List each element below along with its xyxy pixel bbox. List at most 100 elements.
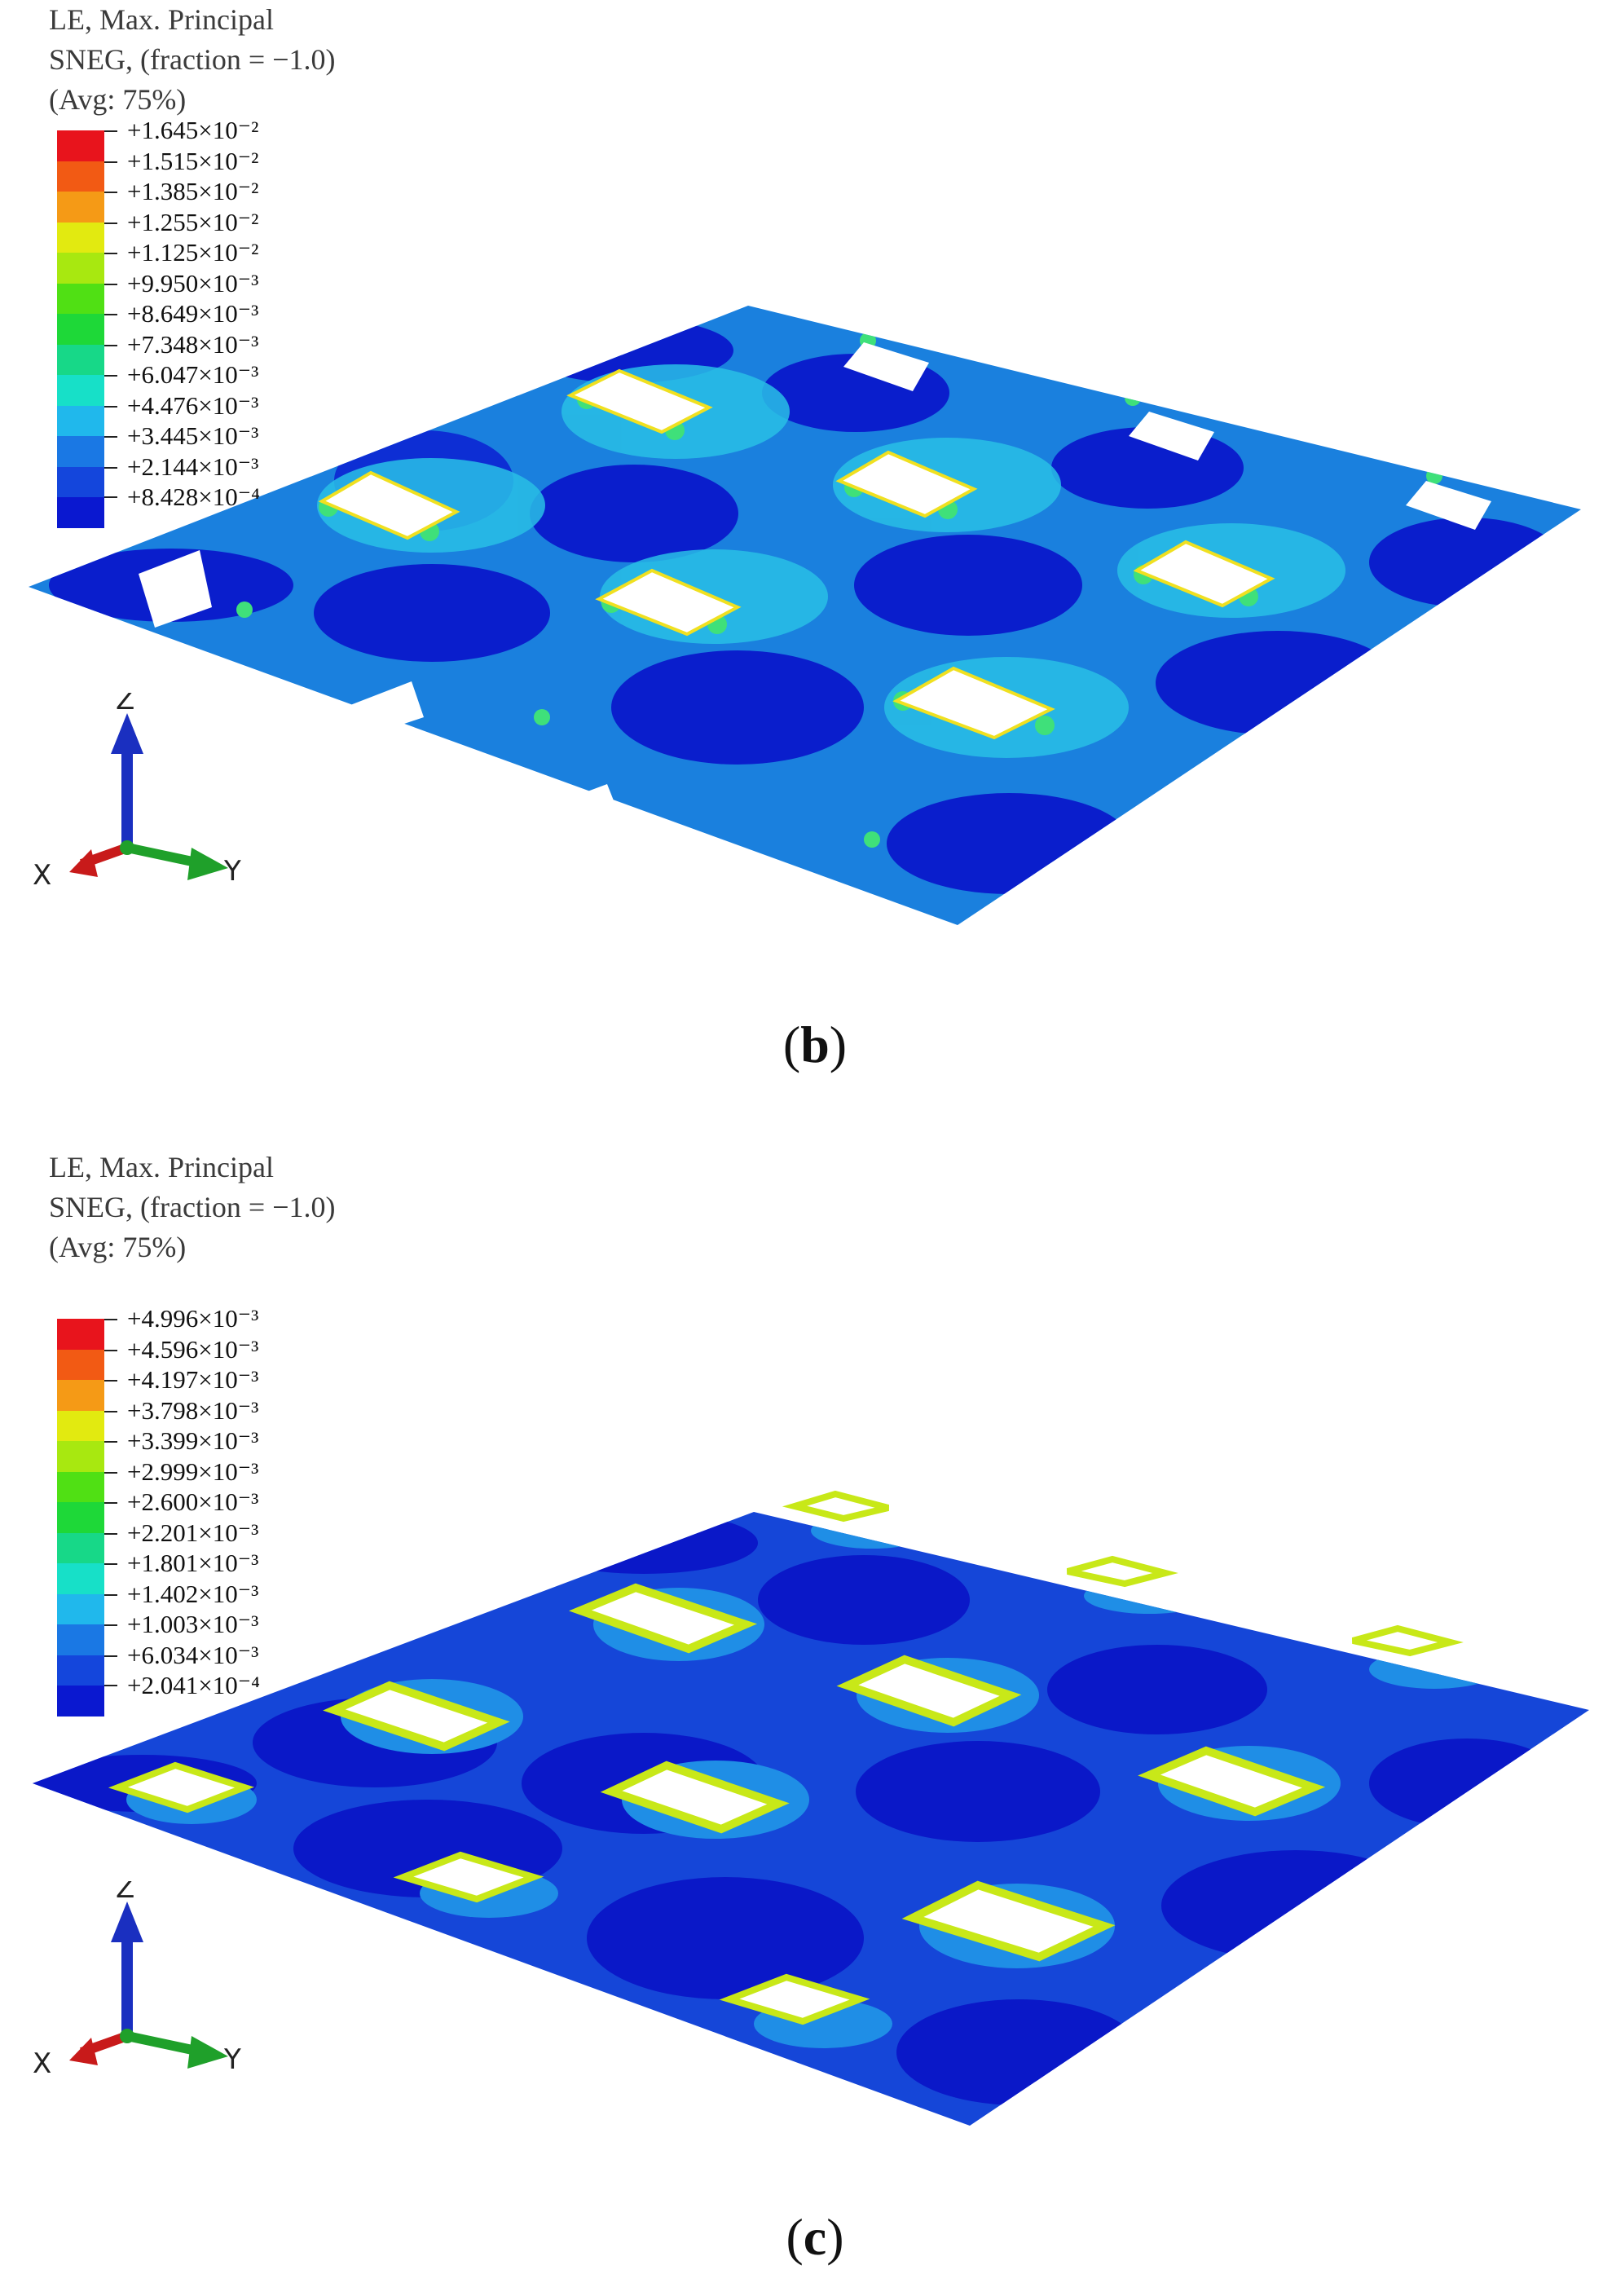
- edge-notches: [108, 1490, 1464, 2025]
- legend-swatch: [57, 1685, 104, 1716]
- legend-tick: [104, 1684, 117, 1686]
- panel-caption: (b): [782, 1016, 848, 1073]
- legend-label: +1.125×10⁻²: [127, 238, 259, 267]
- legend-swatch: [57, 1532, 104, 1563]
- axis-label-y: Y: [223, 2043, 241, 2076]
- legend-tick: [104, 1624, 117, 1626]
- legend-tick: [104, 192, 117, 193]
- legend-label: +1.801×10⁻³: [127, 1549, 259, 1577]
- axis-label-z: Z: [116, 1881, 134, 1905]
- legend-tick: [104, 1532, 117, 1535]
- legend-swatch: [57, 283, 104, 314]
- legend-tick: [104, 1563, 117, 1565]
- plate-holes: [318, 368, 1275, 740]
- legend-label: +4.996×10⁻³: [127, 1304, 259, 1333]
- caption-letter: b: [800, 1016, 830, 1073]
- axis-triad: Z X Y: [33, 1881, 241, 2077]
- legend-label: +3.798×10⁻³: [127, 1395, 259, 1425]
- legend-label: +1.645×10⁻²: [127, 116, 259, 144]
- plate-holes: [323, 1583, 1326, 1962]
- legend-row: +9.950×10⁻³: [57, 269, 383, 314]
- legend-label: +4.476×10⁻³: [127, 390, 259, 420]
- axis-label-z: Z: [116, 693, 134, 716]
- fem-contour-plot: [33, 1490, 1589, 2126]
- hole: [901, 1880, 1116, 1962]
- legend-swatch: [57, 1593, 104, 1624]
- legend-tick: [104, 1319, 117, 1320]
- y-arrow-icon: [187, 2036, 228, 2069]
- legend-swatch: [57, 253, 104, 284]
- legend-swatch: [57, 1502, 104, 1533]
- legend-label: +8.649×10⁻³: [127, 299, 259, 328]
- legend-label: +4.596×10⁻³: [127, 1334, 259, 1364]
- y-arrow-icon: [187, 848, 228, 880]
- legend-row: +1.515×10⁻²: [57, 147, 383, 192]
- legend-label: +3.399×10⁻³: [127, 1426, 259, 1455]
- legend-tick: [104, 436, 117, 438]
- legend-label: +2.999×10⁻³: [127, 1456, 259, 1486]
- legend-row: +7.348×10⁻³: [57, 330, 383, 375]
- legend-swatch: [57, 436, 104, 467]
- legend-label: +2.201×10⁻³: [127, 1518, 259, 1547]
- legend-label: +2.041×10⁻⁴: [127, 1670, 260, 1699]
- legend-row: +8.649×10⁻³: [57, 300, 383, 345]
- legend-swatch: [57, 1624, 104, 1655]
- legend-subtitle: SNEG, (fraction = −1.0): [49, 43, 336, 76]
- hole: [1133, 540, 1275, 608]
- legend-tick: [104, 1502, 117, 1504]
- legend-label: +1.003×10⁻³: [127, 1610, 259, 1638]
- legend-tick: [104, 1441, 117, 1443]
- x-arrow-icon: [69, 849, 98, 877]
- legend-row: +1.645×10⁻²: [57, 117, 383, 161]
- legend-label: +1.402×10⁻³: [127, 1579, 259, 1608]
- legend-tick: [104, 1593, 117, 1596]
- legend-row: +1.255×10⁻²: [57, 208, 383, 253]
- legend-row: +4.197×10⁻³: [57, 1366, 383, 1411]
- legend-tick: [104, 1471, 117, 1474]
- legend-tick: [104, 344, 117, 346]
- legend-row: +2.144×10⁻³ +8.428×10⁻⁴: [57, 452, 383, 510]
- hole: [1138, 1746, 1326, 1817]
- legend-swatch: [57, 1655, 104, 1686]
- legend-swatch: [57, 130, 104, 161]
- legend-label: +2.600×10⁻³: [127, 1487, 259, 1516]
- legend-row: +2.600×10⁻³: [57, 1488, 383, 1533]
- legend-tick: [104, 1410, 117, 1412]
- hole: [595, 568, 742, 637]
- legend-label: +1.385×10⁻²: [127, 177, 259, 205]
- legend-swatch: [57, 222, 104, 253]
- legend-row: +2.999×10⁻³: [57, 1457, 383, 1502]
- legend-swatch: [57, 1471, 104, 1502]
- legend-row: +1.385×10⁻²: [57, 178, 383, 223]
- legend-label: +3.445×10⁻³: [127, 421, 259, 450]
- legend-swatch: [57, 405, 104, 436]
- caption-letter: c: [803, 2208, 827, 2266]
- hole: [566, 368, 713, 434]
- hole: [569, 1583, 758, 1654]
- legend-tick: [104, 375, 117, 377]
- legend-row: +1.801×10⁻³: [57, 1549, 383, 1594]
- legend-tick: [104, 253, 117, 254]
- x-arrow-icon: [69, 2038, 98, 2065]
- legend-swatch: [57, 466, 104, 497]
- edge-notches: [139, 342, 1491, 838]
- legend-row: +1.125×10⁻²: [57, 239, 383, 284]
- legend-swatch: [57, 1441, 104, 1472]
- color-legend: +1.645×10⁻² +1.515×10⁻² +1.385×10⁻² +1.2…: [57, 117, 383, 528]
- legend-tick: [104, 1655, 117, 1657]
- legend-swatch: [57, 375, 104, 406]
- hole: [323, 1681, 510, 1752]
- legend-row: +4.596×10⁻³: [57, 1335, 383, 1380]
- panel-b: LE, Max. Principal SNEG, (fraction = −1.…: [29, 3, 1581, 1073]
- panel-c: LE, Max. Principal SNEG, (fraction = −1.…: [0, 1148, 1603, 2296]
- legend-label: +2.144×10⁻³: [127, 452, 259, 481]
- legend-title: LE, Max. Principal: [49, 1151, 274, 1183]
- legend-row: +3.445×10⁻³: [57, 422, 383, 467]
- legend-swatch: [57, 314, 104, 345]
- panel-caption: (c): [786, 2208, 844, 2266]
- legend-swatch: [57, 161, 104, 192]
- legend-row: +1.402×10⁻³: [57, 1580, 383, 1624]
- axis-label-x: X: [33, 859, 51, 888]
- legend-tick: [104, 161, 117, 163]
- legend-title: LE, Max. Principal: [49, 3, 274, 36]
